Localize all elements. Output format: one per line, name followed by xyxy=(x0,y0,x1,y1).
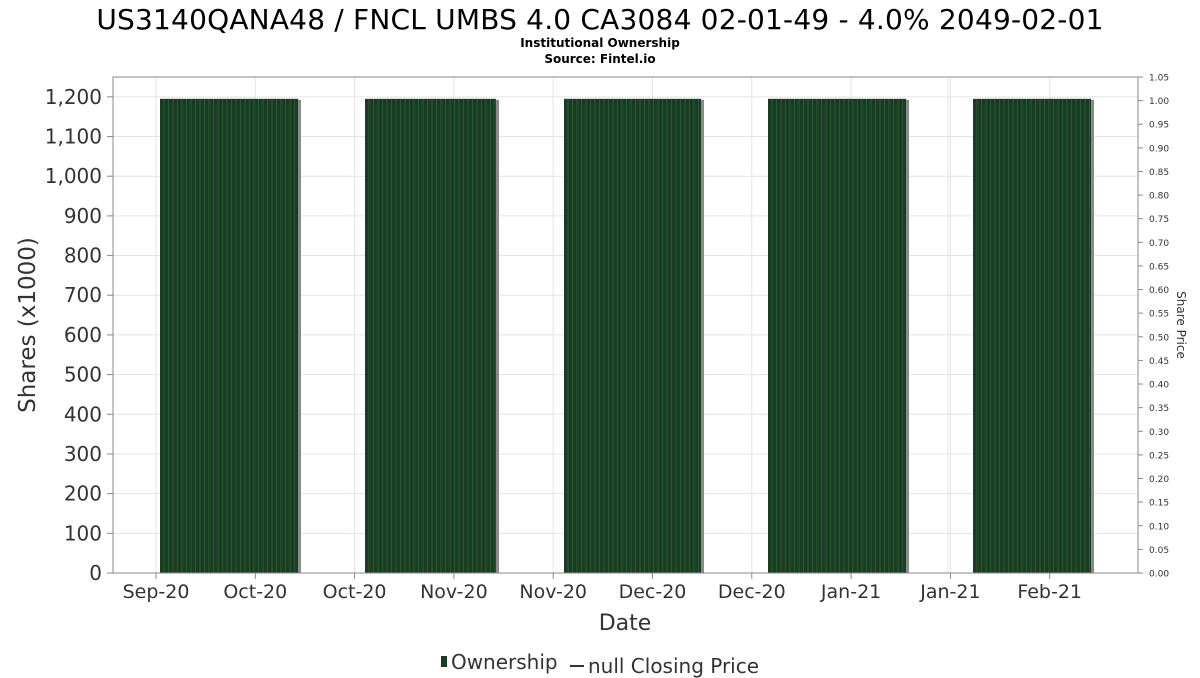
bar-body xyxy=(768,98,906,573)
y2-tick-label: 1.00 xyxy=(1149,97,1169,107)
y-axis-label: Shares (x1000) xyxy=(15,237,41,413)
x-tick-label: Feb-21 xyxy=(1017,581,1082,603)
legend-price-label: null Closing Price xyxy=(587,654,760,678)
x-tick-label: Nov-20 xyxy=(420,581,488,603)
ownership-bar[interactable] xyxy=(365,98,499,573)
y-tick-label: 800 xyxy=(64,244,102,268)
bar-shadow xyxy=(298,99,301,573)
y-tick-label: 0 xyxy=(89,561,102,585)
bar-shadow xyxy=(1091,99,1094,573)
bar-shadow xyxy=(701,99,704,573)
bar-shadow xyxy=(906,99,909,573)
bar-body xyxy=(365,98,496,573)
x-tick-label: Sep-20 xyxy=(123,581,190,603)
ownership-bar[interactable] xyxy=(160,98,301,573)
y-tick-label: 600 xyxy=(64,323,102,347)
x-tick-label: Jan-21 xyxy=(820,581,881,603)
x-tick-label: Dec-20 xyxy=(619,581,687,603)
bar-body xyxy=(160,98,298,573)
y-tick-label: 700 xyxy=(64,283,102,307)
ownership-swatch-icon xyxy=(440,656,447,667)
x-tick-label: Oct-20 xyxy=(223,581,287,603)
y2-tick-label: 0.25 xyxy=(1149,451,1169,461)
y2-tick-label: 0.75 xyxy=(1149,215,1169,225)
y2-tick-label: 0.05 xyxy=(1149,546,1169,556)
legend: Ownership null Closing Price xyxy=(0,648,1200,678)
y2-tick-label: 0.45 xyxy=(1149,357,1169,367)
y2-tick-label: 0.00 xyxy=(1149,570,1169,580)
ownership-bar[interactable] xyxy=(768,98,909,573)
ownership-bar[interactable] xyxy=(973,98,1094,573)
y-tick-label: 100 xyxy=(64,521,102,545)
y-axis-ticks: 0 100 200 300 400 500 600 700 800 900 1,000 1,100 1,… xyxy=(45,85,113,585)
y2-tick-label: 0.40 xyxy=(1149,381,1169,391)
y2-tick-label: 0.80 xyxy=(1149,192,1169,202)
legend-price[interactable]: null Closing Price xyxy=(564,654,759,678)
y2-tick-label: 0.15 xyxy=(1149,499,1169,509)
y2-axis-ticks: 0.00 0.05 0.10 0.15 0.20 0.25 0.30 0.35 0.40 0.45… xyxy=(1138,74,1169,580)
x-axis-ticks: Sep-20 Oct-20 Oct-20 Nov-20 Nov-20 Dec-20 Dec-… xyxy=(123,573,1082,603)
y2-tick-label: 1.05 xyxy=(1149,74,1169,84)
x-tick-label: Jan-21 xyxy=(919,581,980,603)
y2-tick-label: 0.50 xyxy=(1149,333,1169,343)
y-tick-label: 200 xyxy=(64,482,102,506)
ownership-bar[interactable] xyxy=(564,98,704,573)
legend-ownership[interactable]: Ownership xyxy=(440,649,558,674)
y-tick-label: 300 xyxy=(64,442,102,466)
legend-ownership-label: Ownership xyxy=(450,649,558,674)
y-tick-label: 400 xyxy=(64,402,102,426)
y2-tick-label: 0.85 xyxy=(1149,168,1169,178)
y2-tick-label: 0.90 xyxy=(1149,144,1169,154)
x-tick-label: Dec-20 xyxy=(718,581,786,603)
y-tick-label: 1,100 xyxy=(45,125,102,149)
y-tick-label: 1,000 xyxy=(45,164,102,188)
bar-body xyxy=(564,98,701,573)
y2-axis-label: Share Price xyxy=(1174,291,1188,359)
y2-tick-label: 0.65 xyxy=(1149,262,1169,272)
y2-tick-label: 0.30 xyxy=(1149,428,1169,438)
y2-tick-label: 0.95 xyxy=(1149,121,1169,131)
bars-layer xyxy=(160,98,1094,573)
x-axis-label: Date xyxy=(599,611,652,636)
y2-tick-label: 0.10 xyxy=(1149,522,1169,532)
price-line-icon xyxy=(569,665,584,667)
x-tick-label: Oct-20 xyxy=(323,581,387,603)
y-tick-label: 1,200 xyxy=(45,85,102,109)
bar-shadow xyxy=(496,99,499,573)
chart-title: US3140QANA48 / FNCL UMBS 4.0 CA3084 02-0… xyxy=(96,3,1104,36)
y-tick-label: 500 xyxy=(64,363,102,387)
y2-tick-label: 0.35 xyxy=(1149,404,1169,414)
y2-tick-label: 0.60 xyxy=(1149,286,1169,296)
y2-tick-label: 0.70 xyxy=(1149,239,1169,249)
chart-subtitle: Institutional Ownership xyxy=(520,36,680,50)
chart-source: Source: Fintel.io xyxy=(544,52,656,66)
y2-tick-label: 0.20 xyxy=(1149,475,1169,485)
plot-frame xyxy=(112,76,1139,574)
y-tick-label: 900 xyxy=(64,204,102,228)
x-tick-label: Nov-20 xyxy=(519,581,587,603)
y2-tick-label: 0.55 xyxy=(1149,310,1169,320)
